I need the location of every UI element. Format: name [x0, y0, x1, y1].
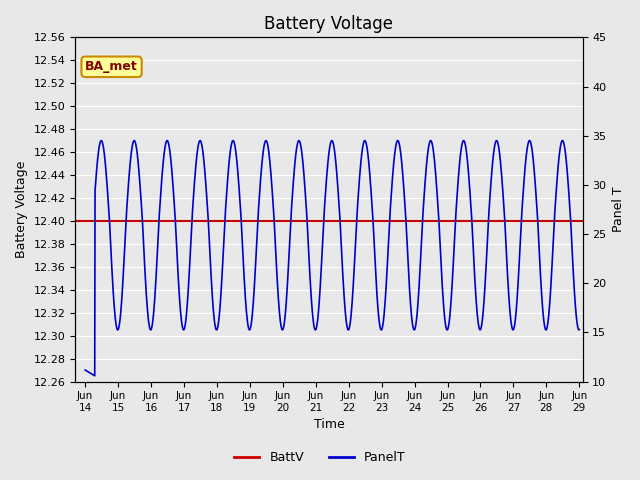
PanelT [291, 157, 299, 163]
PanelT [120, 263, 127, 269]
PanelT [140, 247, 148, 252]
Title: Battery Voltage: Battery Voltage [264, 15, 394, 33]
Y-axis label: Panel T: Panel T [612, 187, 625, 232]
PanelT [310, 324, 318, 330]
Text: BA_met: BA_met [85, 60, 138, 73]
PanelT [363, 143, 371, 148]
X-axis label: Time: Time [314, 419, 344, 432]
Y-axis label: Battery Voltage: Battery Voltage [15, 161, 28, 258]
PanelT [301, 191, 309, 197]
Line: PanelT: PanelT [85, 141, 579, 376]
PanelT [81, 367, 89, 373]
PanelT [91, 373, 99, 379]
Legend: BattV, PanelT: BattV, PanelT [229, 446, 411, 469]
PanelT [525, 138, 533, 144]
PanelT [575, 327, 583, 333]
